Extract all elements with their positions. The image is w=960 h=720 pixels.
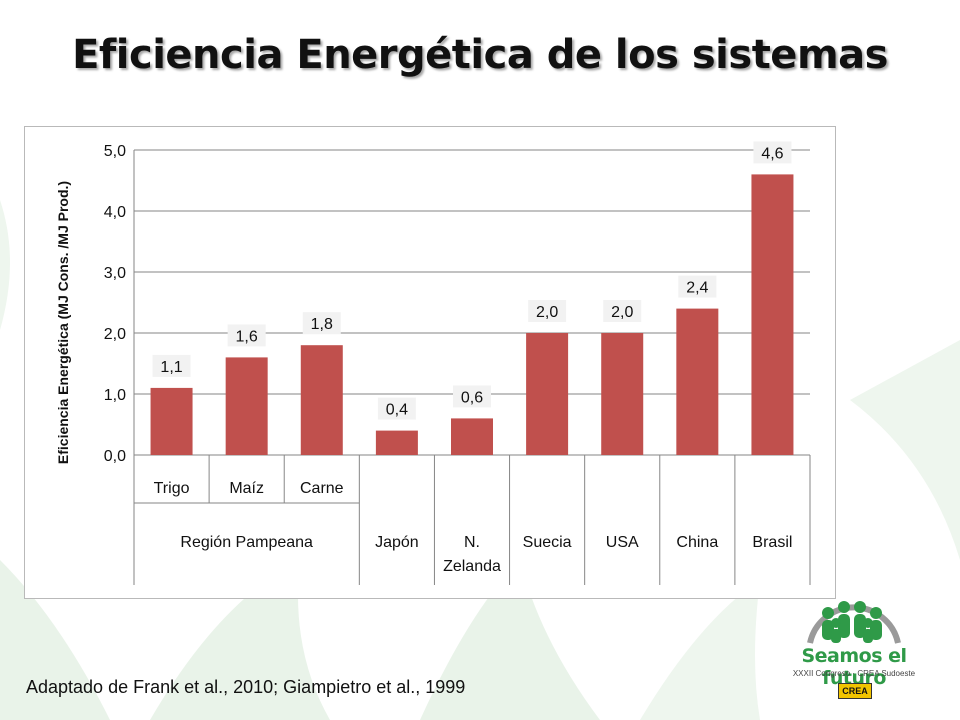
crea-badge: CREA (838, 683, 872, 699)
group-label: N. (464, 534, 480, 551)
data-label-box (528, 300, 567, 322)
group-label: Brasil (752, 534, 792, 551)
y-tick-label: 1,0 (104, 387, 126, 404)
group-label: Japón (375, 534, 419, 551)
bar (526, 333, 569, 455)
data-label: 1,1 (160, 359, 182, 376)
bar (601, 333, 644, 455)
data-label: 2,4 (686, 280, 708, 297)
bar (751, 174, 794, 455)
data-label-box (453, 385, 491, 408)
y-tick-label: 4,0 (104, 204, 126, 221)
y-tick-label: 5,0 (104, 143, 126, 160)
logo-subtitle: XXXII Congreso · CREA Sudoeste (792, 669, 916, 678)
source-caption: Adaptado de Frank et al., 2010; Giampiet… (26, 677, 466, 697)
group-label: USA (606, 534, 639, 551)
group-label: Suecia (523, 534, 572, 551)
y-tick-label: 0,0 (104, 448, 126, 465)
y-axis-title: Eficiencia Energética (MJ Cons. /MJ Prod… (55, 181, 71, 464)
group-label: Zelanda (443, 558, 501, 575)
data-label: 2,0 (536, 304, 558, 321)
data-label-box (152, 354, 191, 377)
data-label: 0,4 (386, 402, 408, 419)
group-label: China (676, 534, 718, 551)
y-tick-label: 3,0 (104, 265, 126, 282)
category-label: Carne (300, 480, 344, 497)
bar (676, 308, 719, 455)
category-label: Trigo (154, 480, 190, 497)
y-tick-label: 2,0 (104, 326, 126, 343)
data-label: 1,6 (236, 328, 258, 345)
data-label: 4,6 (761, 145, 783, 162)
bar (375, 430, 418, 455)
slide-title: Eficiencia Energética de los sistemas (72, 32, 888, 78)
data-label-box (678, 275, 717, 298)
data-label-box (377, 397, 416, 420)
bar (300, 345, 343, 455)
data-label-box (603, 300, 642, 322)
category-label: Maíz (229, 480, 264, 497)
people-arch-icon (807, 601, 901, 644)
bar (225, 357, 268, 455)
data-label: 2,0 (611, 304, 633, 321)
data-label-box (302, 312, 341, 335)
data-label-box (227, 324, 266, 347)
data-label: 0,6 (461, 389, 483, 406)
bar (150, 387, 193, 455)
bar (451, 418, 493, 455)
data-label-box (753, 141, 792, 164)
data-label: 1,8 (311, 316, 333, 333)
congress-logo: Seamos el futuro XXXII Congreso · CREA S… (770, 583, 938, 705)
group-label: Región Pampeana (180, 534, 313, 551)
